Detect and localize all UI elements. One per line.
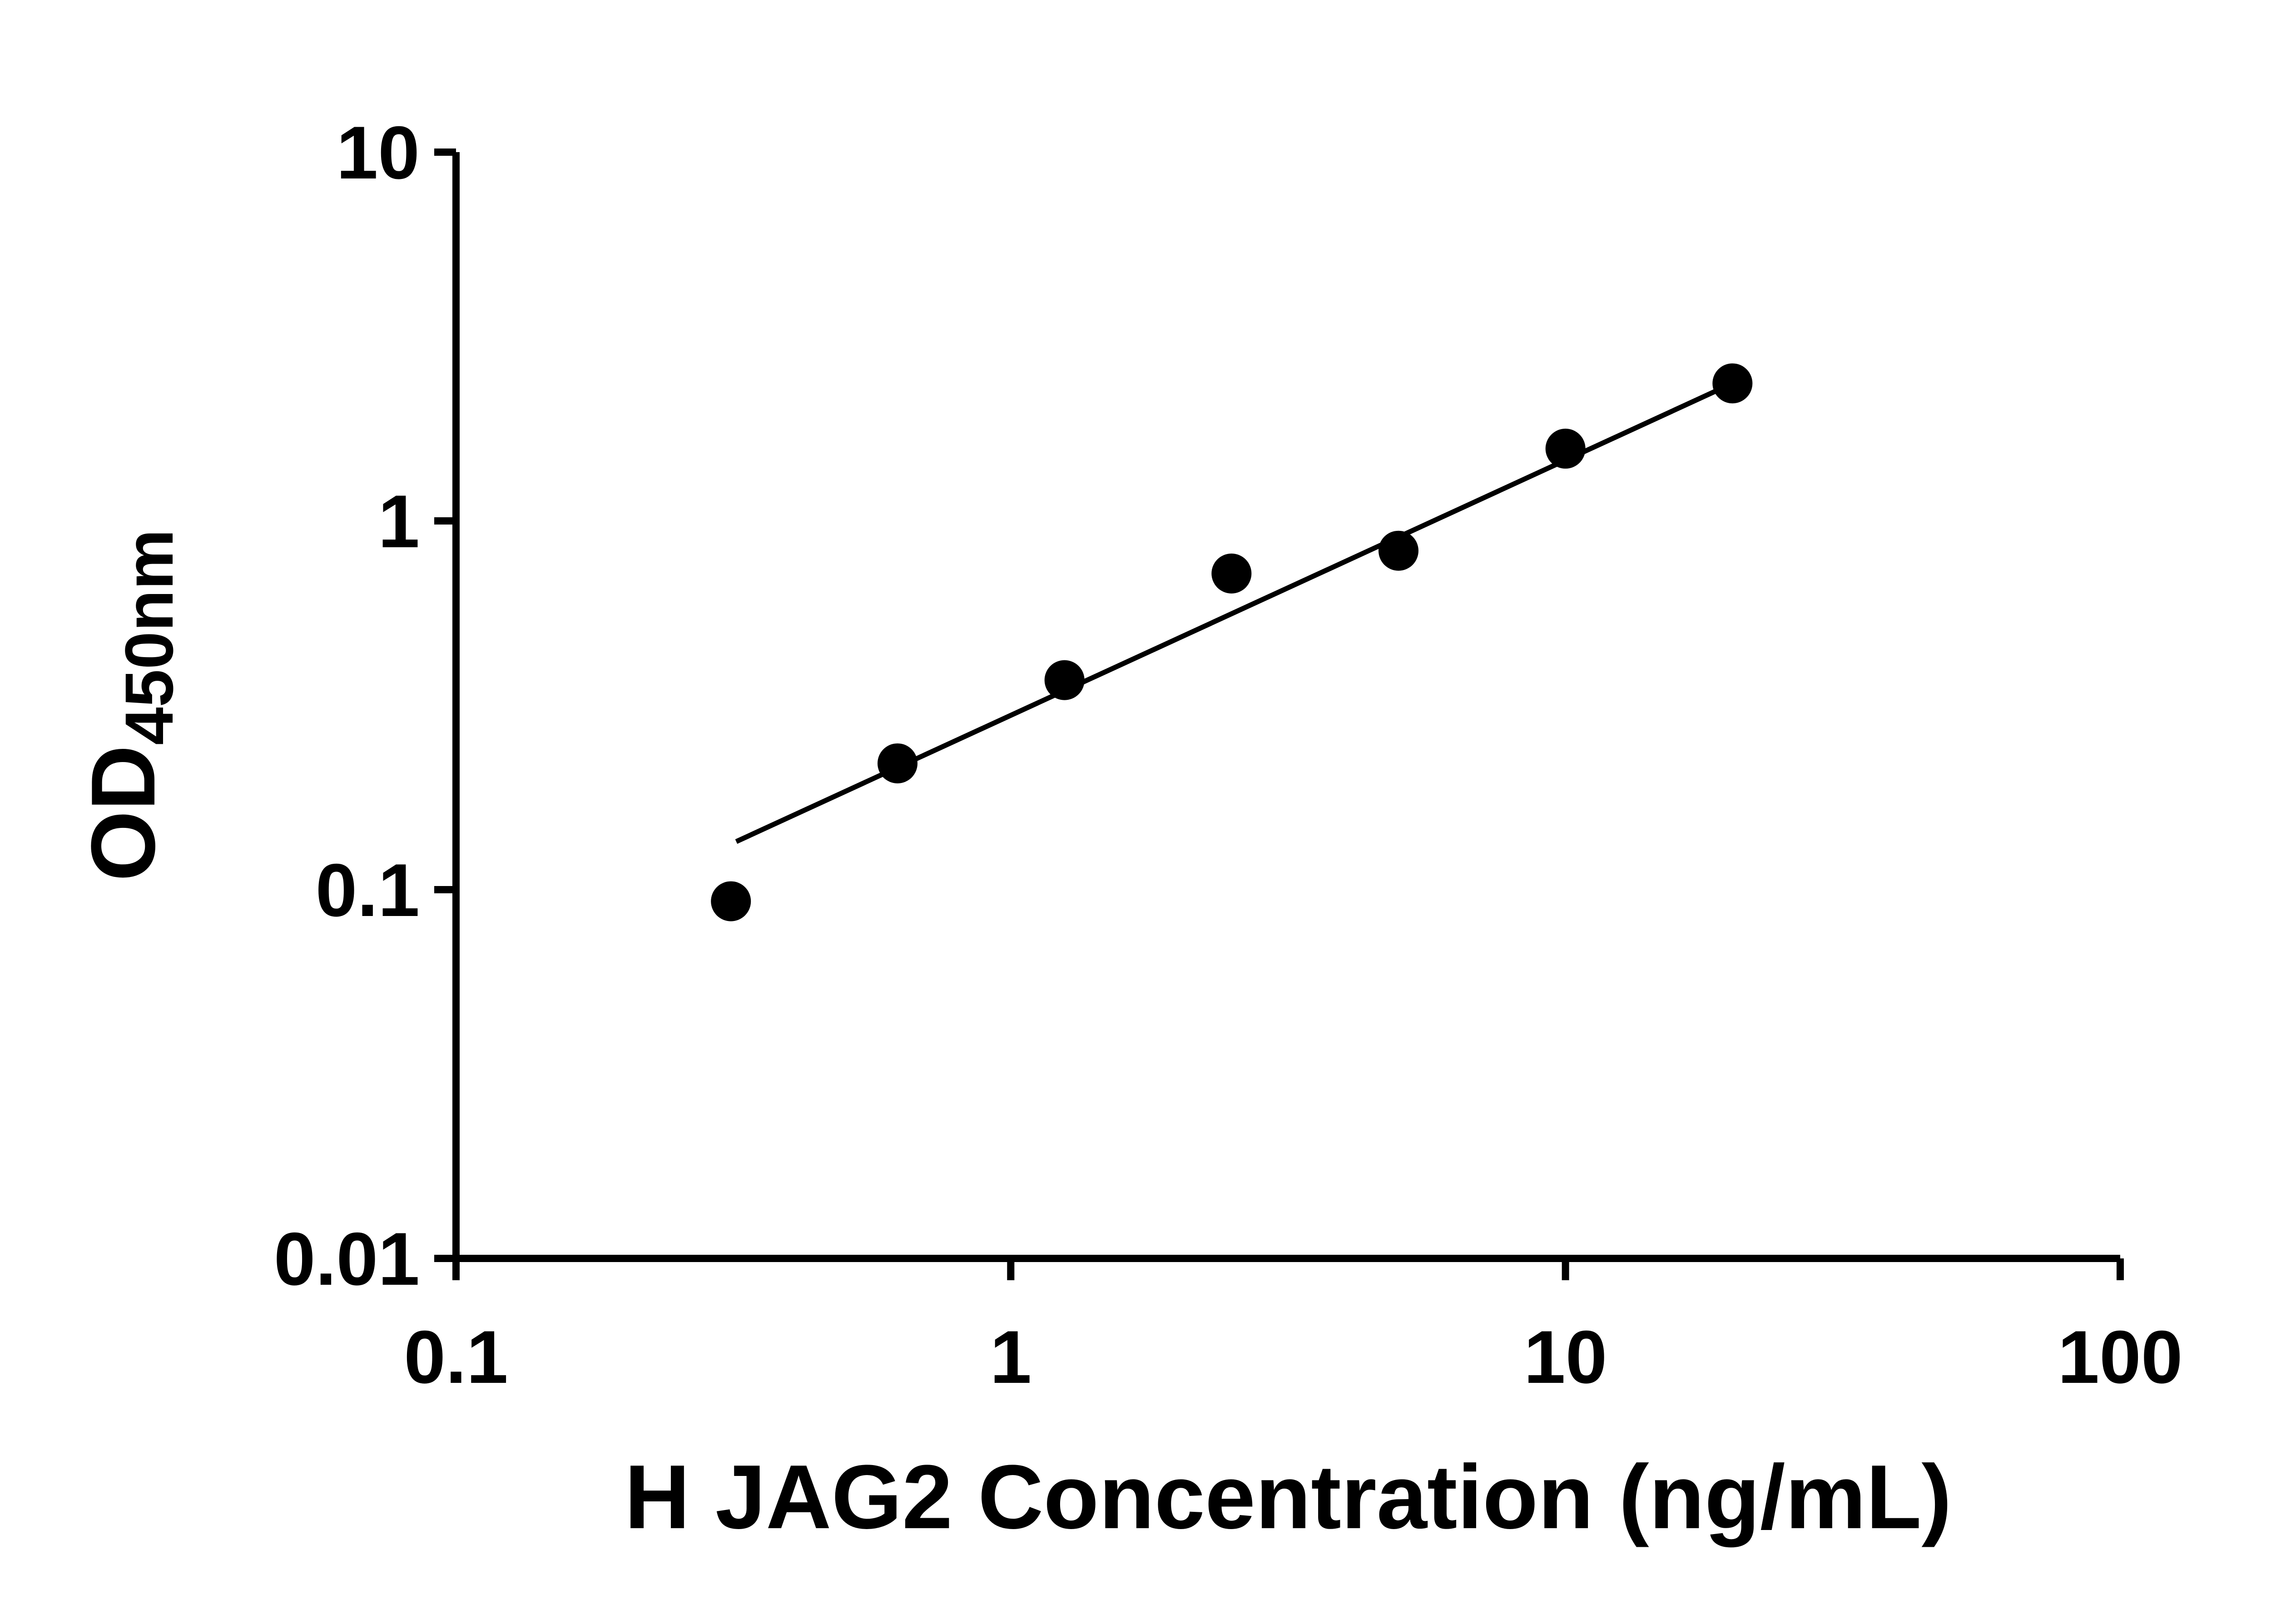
x-tick-label: 100 [2058,1315,2182,1399]
data-point [711,881,751,921]
data-point [1211,553,1252,594]
x-tick-label: 1 [990,1315,1031,1399]
axes-layer: 0.1 1 10 100 0.01 0.1 1 10 [274,111,2183,1399]
series-layer [711,363,1753,921]
y-tick-label: 1 [378,480,420,563]
data-point [1712,363,1753,404]
x-axis-title: H JAG2 Concentration (ng/mL) [625,1446,1952,1548]
x-tick-label: 0.1 [404,1315,508,1399]
y-axis-title-main: OD [73,745,174,881]
data-point [1545,428,1586,469]
data-point [1044,660,1085,700]
y-tick-label: 10 [336,111,420,194]
y-axis-title: OD450nm [73,529,187,881]
y-axis-title-subscript: 450nm [111,529,187,745]
data-point [1378,530,1419,571]
y-tick-label: 0.01 [274,1217,420,1301]
x-tick-label: 10 [1524,1315,1607,1399]
data-point [878,743,918,783]
y-tick-label: 0.1 [316,848,420,932]
